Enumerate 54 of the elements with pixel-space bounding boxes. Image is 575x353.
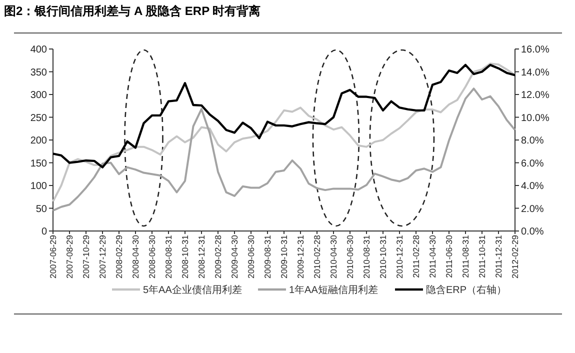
y2-tick-label: 8.0% [521, 136, 544, 146]
line-series [52, 62, 516, 202]
x-tick-label: 2011-06-30 [444, 234, 454, 278]
y-tick-label: 300 [30, 90, 48, 101]
y-tick-label: 400 [30, 44, 48, 56]
y-tick-label: 150 [30, 158, 48, 170]
x-tick-label: 2010-02-28 [312, 234, 322, 278]
y2-tick-label: 2.0% [521, 204, 544, 215]
y-tick-label: 350 [30, 67, 48, 78]
y-tick-label: 250 [30, 112, 48, 124]
x-tick-label: 2007-10-29 [81, 234, 91, 278]
line-series [52, 88, 516, 212]
line-series [52, 64, 516, 168]
x-tick-label: 2010-06-30 [345, 234, 355, 278]
x-tick-label: 2008-06-30 [147, 234, 157, 278]
y2-tick-label: 14.0% [521, 67, 550, 78]
x-tick-label: 2009-08-31 [262, 234, 272, 278]
y2-tick-label: 6.0% [521, 158, 544, 170]
x-tick-label: 2009-12-31 [296, 234, 306, 278]
x-tick-label: 2011-08-31 [460, 234, 470, 278]
x-tick-label: 2010-10-31 [378, 234, 388, 278]
y-tick-label: 50 [36, 204, 48, 215]
y2-tick-label: 0.0% [521, 226, 544, 238]
x-tick-label: 2008-02-29 [114, 234, 124, 278]
x-tick-label: 2008-04-30 [130, 234, 140, 278]
y-tick-label: 0 [41, 226, 48, 238]
y2-tick-label: 16.0% [521, 44, 550, 56]
x-tick-label: 2009-04-30 [230, 234, 240, 278]
legend-label: 5年AA企业债信用利差 [143, 284, 242, 296]
x-tick-label: 2010-12-31 [394, 234, 404, 278]
y2-tick-label: 12.0% [521, 90, 550, 101]
x-tick-label: 2007-08-29 [64, 234, 74, 278]
x-tick-label: 2011-02-28 [411, 234, 421, 278]
x-tick-label: 2011-04-30 [428, 234, 438, 278]
y2-tick-label: 4.0% [521, 181, 544, 192]
chart-title: 图2：银行间信用利差与 A 股隐含 ERP 时有背离 [4, 4, 261, 18]
x-tick-label: 2007-12-29 [98, 234, 108, 278]
y-tick-label: 100 [30, 181, 48, 192]
y2-tick-label: 10.0% [521, 112, 550, 124]
y-tick-label: 200 [30, 136, 48, 146]
x-tick-label: 2011-10-31 [477, 234, 487, 278]
legend-label: 1年AA短融信用利差 [289, 284, 378, 296]
x-tick-label: 2011-12-31 [494, 234, 504, 278]
x-tick-label: 2009-02-28 [213, 234, 223, 278]
x-tick-label: 2010-04-30 [328, 234, 338, 278]
legend-label: 隐含ERP（右轴） [426, 284, 507, 296]
x-tick-label: 2009-10-31 [279, 234, 289, 278]
x-tick-label: 2008-08-31 [164, 234, 174, 278]
x-tick-label: 2007-06-29 [48, 234, 58, 278]
x-tick-label: 2009-06-30 [246, 234, 256, 278]
x-tick-label: 2010-08-31 [362, 234, 372, 278]
x-tick-label: 2012-02-29 [510, 234, 520, 278]
x-tick-label: 2008-10-31 [180, 234, 190, 278]
x-tick-label: 2008-12-31 [196, 234, 206, 278]
